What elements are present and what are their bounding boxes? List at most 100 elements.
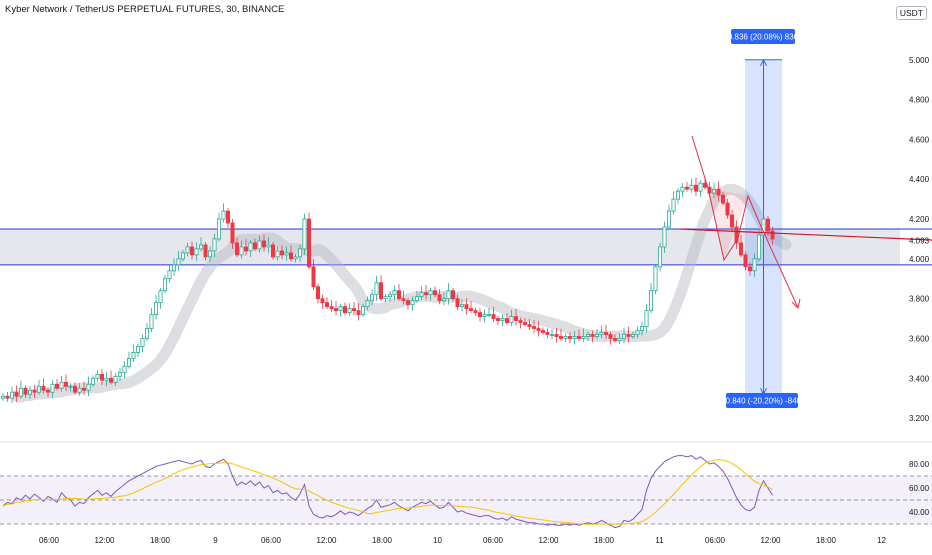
candle <box>550 329 555 340</box>
candle-body <box>671 198 676 212</box>
candle-body <box>140 338 145 347</box>
candle-body <box>509 316 514 323</box>
current-price-label: 4.093 <box>909 236 930 245</box>
candle <box>590 330 595 343</box>
candle-body <box>572 336 577 339</box>
candle <box>127 351 132 369</box>
candle-body <box>568 336 573 339</box>
candle-body <box>50 383 55 393</box>
candle-body <box>46 389 51 393</box>
time-tick-label: 18:00 <box>594 536 615 545</box>
candle <box>212 233 217 257</box>
candle <box>577 329 582 341</box>
candle <box>144 323 149 341</box>
candle-body <box>284 252 289 256</box>
candle-body <box>419 292 424 298</box>
candle <box>504 313 509 325</box>
candle-body <box>446 290 451 300</box>
candle-body <box>504 318 509 323</box>
candle <box>100 368 105 386</box>
candle <box>185 242 190 257</box>
candle <box>581 328 586 343</box>
candle-body <box>243 246 248 252</box>
candle-body <box>491 314 496 319</box>
candle-body <box>59 381 64 389</box>
candle <box>311 259 316 291</box>
time-tick-label: 11 <box>655 536 664 545</box>
candle <box>14 385 19 403</box>
candle-body <box>414 296 419 302</box>
candle <box>685 181 690 192</box>
candle <box>464 298 469 315</box>
candle <box>739 235 744 258</box>
candle-body <box>37 385 42 393</box>
candle-body <box>32 389 37 393</box>
candle <box>68 383 73 393</box>
candle-body <box>401 298 406 302</box>
time-tick-label: 06:00 <box>705 536 726 545</box>
candle <box>410 296 415 311</box>
candle-body <box>473 310 478 314</box>
candle-body <box>9 391 14 399</box>
candle-body <box>595 334 600 337</box>
candle <box>527 319 532 331</box>
time-tick-label: 12 <box>877 536 886 545</box>
candle <box>414 291 419 304</box>
candle <box>514 308 519 326</box>
candle <box>653 263 658 295</box>
candle-body <box>131 352 136 359</box>
candle <box>234 237 239 258</box>
candle <box>716 181 721 202</box>
candle <box>122 360 127 379</box>
candle-body <box>176 258 181 266</box>
candle <box>216 212 221 242</box>
candle-body <box>293 256 298 260</box>
rsi-tick-label: 80.00 <box>909 460 930 469</box>
candle-body <box>279 250 284 256</box>
candle <box>189 241 194 260</box>
candle-body <box>113 375 118 383</box>
stop-label: -0.840 (-20.20%) -840 <box>723 397 802 406</box>
candle-body <box>225 210 230 224</box>
candle <box>518 317 523 329</box>
candle <box>104 371 109 387</box>
candle <box>437 289 442 305</box>
candle-body <box>153 302 158 315</box>
candle <box>113 373 118 386</box>
currency-badge[interactable]: USDT <box>895 6 927 20</box>
price-zone <box>0 228 932 266</box>
candle <box>288 245 293 262</box>
candle-body <box>527 324 532 327</box>
trend-line <box>679 228 932 241</box>
candle <box>486 308 491 317</box>
candle-body <box>275 250 280 258</box>
target-label: 0.836 (20.08%) 836 <box>728 33 799 42</box>
candle-body <box>95 373 100 379</box>
time-tick-label: 06:00 <box>39 536 60 545</box>
candle <box>554 327 559 343</box>
candle <box>473 307 478 317</box>
candle <box>757 228 762 262</box>
time-tick-label: 9 <box>213 536 218 545</box>
candle-body <box>459 304 464 308</box>
candle <box>158 287 163 309</box>
candle-body <box>495 318 500 321</box>
candle <box>662 221 667 253</box>
candle-body <box>482 314 487 317</box>
candle-body <box>649 290 654 312</box>
candle <box>77 382 82 396</box>
candle <box>671 191 676 215</box>
candle <box>617 333 622 345</box>
trend-ribbon <box>11 183 792 403</box>
candle <box>680 183 685 198</box>
candle-body <box>396 290 401 300</box>
candle-body <box>27 389 32 395</box>
candle-body <box>410 300 415 306</box>
price-tick-label: 4.400 <box>909 175 930 184</box>
candle <box>23 385 28 398</box>
candle-body <box>315 286 320 300</box>
candle <box>243 239 248 256</box>
candle-body <box>18 387 23 397</box>
